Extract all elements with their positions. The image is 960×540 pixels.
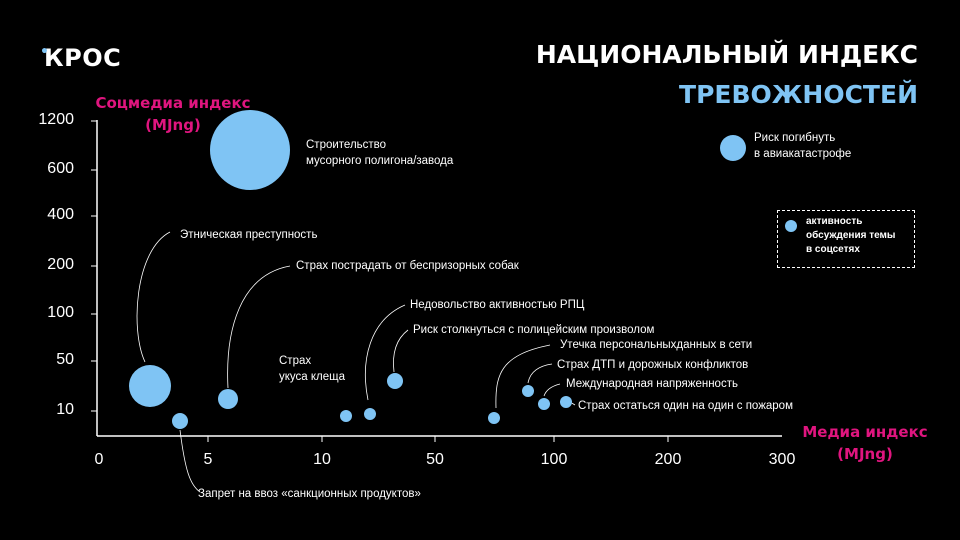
logo: • КРОС	[40, 44, 122, 72]
legend-text-line3: в соцсетях	[806, 244, 860, 255]
x-tick-label: 50	[426, 451, 444, 468]
point-label: Строительство мусорного полигона/завода	[306, 139, 454, 167]
point-label: Страх ДТП и дорожных конфликтов	[557, 359, 749, 371]
x-tick-label: 300	[768, 451, 796, 468]
leader-line	[543, 383, 561, 397]
bubble-sanctions-ban	[172, 413, 188, 429]
legend-dot	[785, 220, 797, 232]
page-title-line1: НАЦИОНАЛЬНЫЙ ИНДЕКС	[535, 40, 918, 69]
y-axis-title: Соцмедиа индекс (MJng)	[88, 92, 258, 136]
legend-text-line1: активность	[806, 216, 863, 227]
leader-line	[495, 344, 551, 409]
bubble-road-conflicts	[522, 385, 534, 397]
bubble-ethnic-crime	[129, 365, 171, 407]
x-tick-label: 100	[540, 451, 568, 468]
page-title-line2: ТРЕВОЖНОСТЕЙ	[679, 80, 918, 109]
x-tick-label: 5	[203, 451, 213, 468]
legend-bubble-label: Риск погибнуть в авиакатастрофе	[754, 132, 852, 160]
point-label: Страх пострадать от беспризорных собак	[296, 260, 519, 272]
point-label: Страх остаться один на один с пожаром	[578, 400, 793, 412]
leader-line	[393, 329, 409, 373]
point-label: Риск столкнуться с полицейским произволо…	[413, 324, 655, 336]
bubble-fire	[560, 396, 572, 408]
leader-line	[527, 363, 553, 384]
point-label: Международная напряженность	[566, 378, 738, 390]
leader-line	[179, 429, 201, 493]
y-tick-label: 400	[47, 206, 74, 223]
y-tick-label: 600	[47, 160, 74, 177]
bubble-stray-dogs	[218, 389, 238, 409]
point-label: Утечка персональныхданных в сети	[560, 339, 753, 351]
point-label: Этническая преступность	[180, 229, 318, 241]
x-tick-label: 0	[94, 451, 104, 468]
y-axis-title-line2: (MJng)	[145, 116, 201, 134]
y-tick-label: 200	[47, 256, 74, 273]
legend-text-line2: обсуждения темы	[806, 230, 896, 241]
bubble-plane-crash	[720, 135, 746, 161]
y-tick-label: 100	[47, 304, 74, 321]
x-axis-title-line2: (MJng)	[837, 445, 893, 463]
y-axis-title-line1: Соцмедиа индекс	[95, 94, 251, 112]
x-axis-title: Медиа индекс (MJng)	[790, 421, 940, 465]
logo-text: КРОС	[44, 44, 122, 72]
legend-text: активность обсуждения темы в соцсетях	[806, 215, 895, 257]
bubble-church	[387, 373, 403, 389]
legend: активность обсуждения темы в соцсетях	[777, 210, 915, 268]
point-label: Недовольство активностью РПЦ	[410, 299, 585, 311]
x-tick-label: 200	[654, 451, 682, 468]
y-tick-label: 1200	[38, 111, 74, 128]
y-tick-label: 50	[56, 351, 74, 368]
leader-line	[136, 231, 171, 363]
x-tick-label: 10	[313, 451, 331, 468]
bubble-international	[538, 398, 550, 410]
leader-line	[365, 304, 406, 401]
point-label: Запрет на ввоз «санкционных продуктов»	[198, 488, 421, 500]
point-label: Страх укуса клеща	[279, 355, 345, 383]
bubble-data-leak	[488, 412, 500, 424]
y-tick-label: 10	[56, 401, 74, 418]
bubble-tick-bite	[340, 410, 352, 422]
leader-line	[227, 265, 291, 389]
bubble-unlabeled	[364, 408, 376, 420]
bubble-landfill	[210, 110, 290, 190]
logo-dot: •	[40, 44, 50, 60]
x-axis-title-line1: Медиа индекс	[802, 423, 928, 441]
